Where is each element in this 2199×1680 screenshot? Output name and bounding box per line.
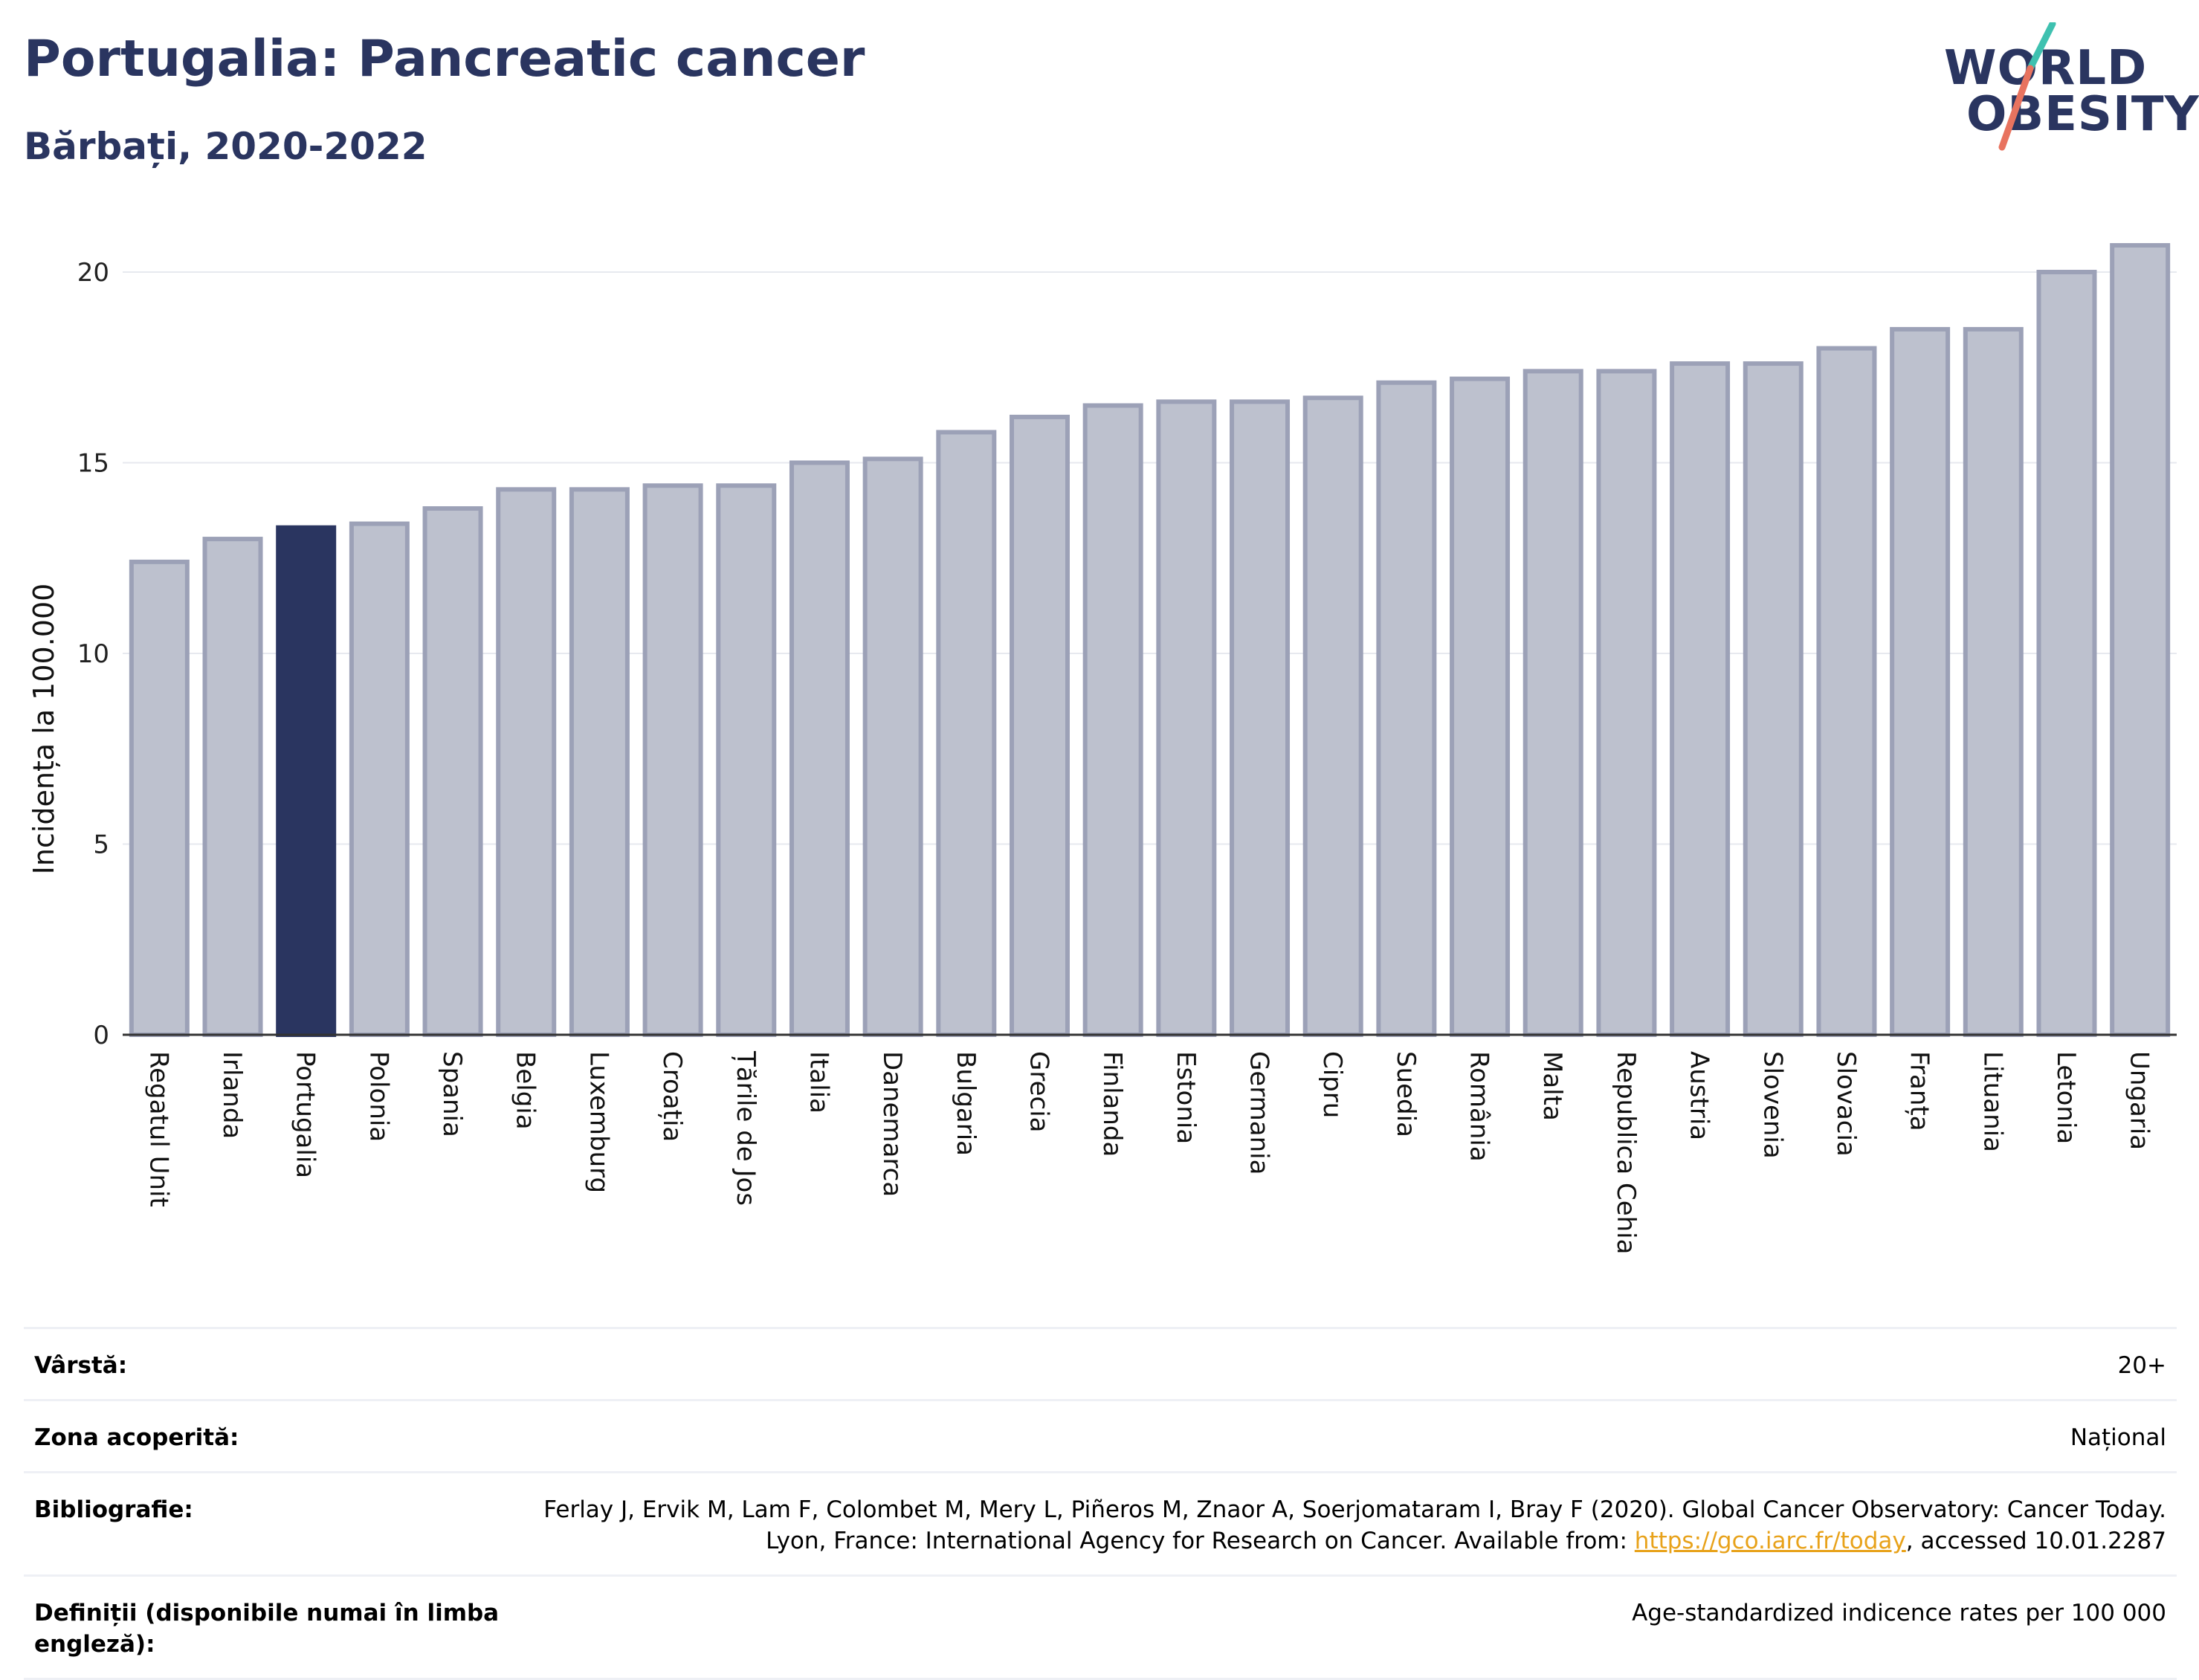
meta-value: Age-standardized indicence rates per 100… (1632, 1600, 2166, 1626)
bar-germania (1230, 399, 1291, 1037)
bar-luxemburg (569, 487, 630, 1037)
x-tick-label: Franța (1905, 1051, 1934, 1131)
x-tick-label: Cipru (1317, 1051, 1347, 1118)
bar-cipru (1302, 395, 1363, 1037)
x-tick-label: Belgia (511, 1051, 540, 1130)
y-tick-label: 0 (93, 1021, 109, 1050)
bar-suedia (1376, 380, 1437, 1037)
x-tick-label: Finlanda (1097, 1051, 1127, 1157)
bar-letonia (2036, 269, 2097, 1037)
logo-line-1: WORLD (1944, 41, 2148, 96)
meta-label: Definiții (disponibile numai în limba en… (34, 1600, 500, 1658)
x-tick-label: Slovenia (1757, 1051, 1787, 1159)
bar-layer (129, 243, 2171, 1038)
x-tick-label: Croația (657, 1051, 687, 1142)
bar-polonia (349, 521, 410, 1037)
x-tick-label: Polonia (364, 1051, 393, 1142)
bar-republica-cehia (1596, 369, 1657, 1037)
x-tick-label: Slovacia (1831, 1051, 1861, 1157)
bibliography-accessed: , accessed 10.01.2287 (1905, 1528, 2166, 1554)
world-obesity-logo: WORLD OBESITY (1937, 22, 2199, 156)
y-tick-label: 15 (77, 448, 109, 478)
y-tick-label: 10 (77, 639, 109, 669)
bibliography-text: Ferlay J, Ervik M, Lam F, Colombet M, Me… (543, 1496, 2166, 1554)
logo-slash-icon (1998, 22, 2056, 151)
bar-slovacia (1816, 346, 1877, 1037)
meta-row-area: Zona acoperită: Național (24, 1399, 2177, 1471)
bar-grecia (1009, 414, 1070, 1037)
x-tick-label: Malta (1537, 1051, 1567, 1121)
x-tick-label: Austria (1685, 1051, 1714, 1140)
y-axis-label: Incidența la 100.000 (28, 584, 60, 875)
x-tick-label: Grecia (1024, 1051, 1053, 1132)
bar-danemarca (862, 456, 923, 1037)
x-tick-label: România (1465, 1051, 1494, 1162)
meta-row-age: Vârstă: 20+ (24, 1327, 2177, 1399)
metadata-table: Vârstă: 20+ Zona acoperită: Național Bib… (24, 1327, 2177, 1680)
bar-finlanda (1082, 403, 1143, 1037)
bar-slovenia (1743, 361, 1804, 1038)
bar-spania (422, 506, 483, 1037)
bibliography-link[interactable]: https://gco.iarc.fr/today (1634, 1528, 1906, 1554)
x-tick-label: Ungaria (2125, 1051, 2154, 1150)
meta-label: Bibliografie: (34, 1496, 193, 1523)
bar-regatul-unit (129, 559, 190, 1037)
meta-row-definitions: Definiții (disponibile numai în limba en… (24, 1574, 2177, 1680)
meta-value: 20+ (2117, 1352, 2166, 1379)
bar-ungaria (2110, 243, 2171, 1037)
bar-românia (1450, 376, 1511, 1038)
meta-label: Vârstă: (34, 1352, 128, 1379)
bar-malta (1522, 369, 1583, 1037)
meta-value: Național (2070, 1424, 2166, 1451)
y-tick-label: 5 (93, 830, 109, 859)
x-tick-label: Italia (804, 1051, 833, 1114)
bar-irlanda (202, 537, 263, 1037)
bar-belgia (496, 487, 557, 1037)
x-tick-label: Republica Cehia (1611, 1051, 1641, 1254)
x-tick-label: Estonia (1171, 1051, 1201, 1144)
x-tick-label: Luxemburg (584, 1051, 613, 1193)
x-tick-label: Lituania (1977, 1051, 2007, 1152)
bar-estonia (1156, 399, 1217, 1037)
x-tick-label: Țările de Jos (731, 1050, 761, 1206)
bar-franța (1890, 326, 1951, 1037)
x-tick-label: Portugalia (291, 1051, 320, 1178)
axis-layer: 0 5 10 15 20 Regatul Unit Irlanda Portugalia Pol… (77, 258, 2177, 1254)
x-tick-label: Germania (1244, 1051, 1274, 1175)
y-tick-label: 20 (77, 258, 109, 288)
x-tick-label: Bulgaria (951, 1051, 981, 1156)
bar-italia (789, 460, 850, 1037)
page-title: Portugalia: Pancreatic cancer (24, 30, 865, 88)
meta-value: Ferlay J, Ervik M, Lam F, Colombet M, Me… (510, 1494, 2166, 1557)
x-tick-label: Letonia (2051, 1051, 2081, 1144)
x-tick-label: Irlanda (217, 1051, 247, 1139)
bar-lituania (1963, 326, 2024, 1037)
page-subtitle: Bărbați, 2020-2022 (24, 125, 427, 168)
meta-label: Zona acoperită: (34, 1424, 239, 1451)
x-tick-label: Suedia (1391, 1051, 1421, 1137)
x-tick-label: Regatul Unit (143, 1051, 173, 1207)
bar-țările-de-jos (716, 483, 777, 1037)
bar-croația (642, 483, 703, 1037)
bar-bulgaria (936, 430, 997, 1037)
meta-row-bibliography: Bibliografie: Ferlay J, Ervik M, Lam F, … (24, 1471, 2177, 1574)
x-tick-label: Danemarca (877, 1051, 907, 1197)
x-tick-label: Spania (437, 1051, 467, 1137)
bar-portugalia (276, 525, 337, 1037)
bar-chart: 0 5 10 15 20 Regatul Unit Irlanda Portugalia Pol… (28, 243, 2177, 1254)
bar-austria (1670, 361, 1731, 1038)
